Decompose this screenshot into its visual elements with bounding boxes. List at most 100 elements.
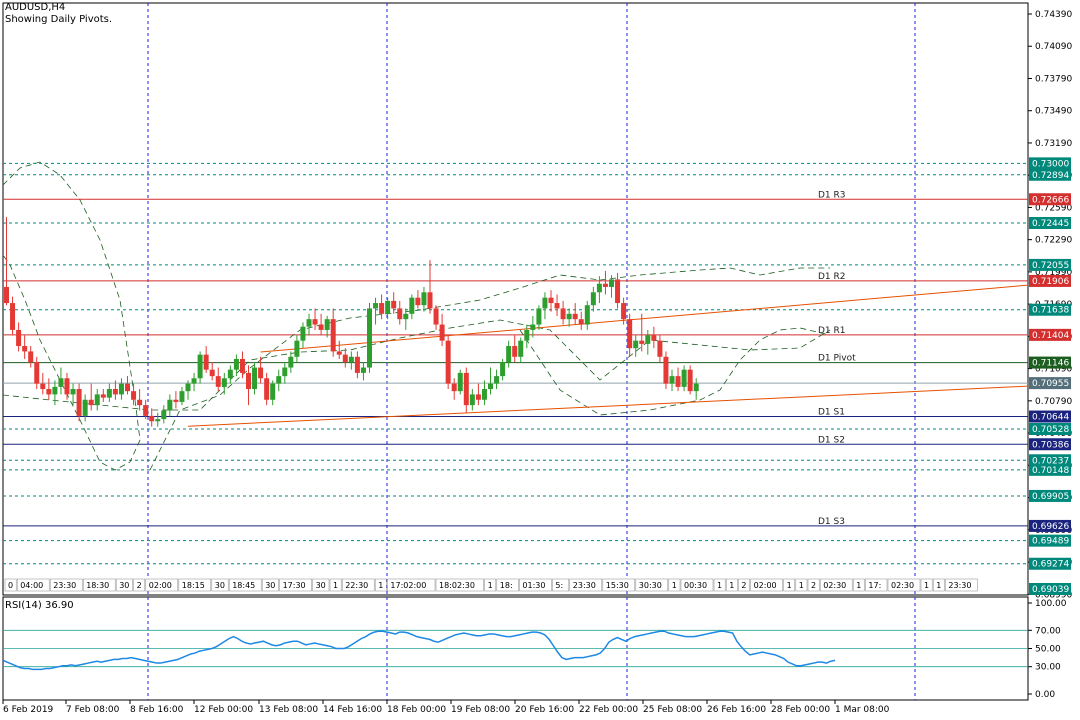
candle-body <box>342 354 348 363</box>
session-time-chip <box>819 578 853 592</box>
candle-body <box>651 335 657 341</box>
session-time-text: 18:45 <box>232 581 255 590</box>
bollinger-upper-band <box>2 161 141 471</box>
candle-body <box>106 389 112 398</box>
candle-body <box>469 394 475 406</box>
session-time-chip <box>680 578 714 592</box>
price-label-box <box>1029 168 1071 181</box>
time-axis-label: 12 Feb 00:00 <box>194 705 253 715</box>
candle-body <box>28 351 34 363</box>
candle-body <box>348 356 354 363</box>
session-time-text: 30 <box>265 581 275 590</box>
candle-body <box>548 297 554 304</box>
bollinger-middle-band <box>2 319 831 411</box>
price-label-box <box>1029 534 1071 547</box>
time-axis-label: 19 Feb 08:00 <box>451 705 510 715</box>
rsi-line <box>2 630 836 671</box>
session-time-text: 1 <box>672 581 677 590</box>
candle-body <box>500 362 506 377</box>
candle-body <box>336 351 342 355</box>
session-time-chip <box>329 578 342 592</box>
candle-body <box>657 340 663 357</box>
rsi-axis-label: 0.00 <box>1035 690 1055 700</box>
session-time-text: 2 <box>811 581 816 590</box>
candle-body <box>52 386 58 395</box>
session-time-chip <box>228 578 262 592</box>
price-axis-label: 0.74390 <box>1035 10 1072 20</box>
candle-body <box>578 319 584 325</box>
session-time-chip <box>668 578 681 592</box>
session-time-chip <box>783 578 796 592</box>
candle-body <box>518 340 524 357</box>
candle-body <box>596 283 602 293</box>
candle-body <box>143 405 149 416</box>
price-axis-label: 0.72290 <box>1035 236 1072 246</box>
candle-body <box>22 346 28 352</box>
price-label-text: 0.70148 <box>1032 466 1069 476</box>
candle-body <box>125 383 130 392</box>
session-time-chip <box>635 578 669 592</box>
price-label-text: 0.69274 <box>1032 560 1069 570</box>
candle-body <box>270 383 276 400</box>
session-time-text: 1 <box>799 581 804 590</box>
price-axis-label: 0.71990 <box>1035 268 1072 278</box>
session-time-chip <box>387 578 436 592</box>
candle-body <box>82 399 88 416</box>
session-time-text: 15:30 <box>606 581 629 590</box>
candle-body <box>258 367 264 379</box>
candle-body <box>360 367 366 373</box>
price-label-box <box>1029 583 1071 595</box>
price-label-text: 0.71146 <box>1032 359 1069 369</box>
candle-body <box>40 383 46 390</box>
session-time-text: 1 <box>936 581 941 590</box>
session-time-text: 1 <box>333 581 338 590</box>
candle-body <box>239 358 245 373</box>
candle-body <box>421 292 427 306</box>
price-label-box <box>1029 217 1071 230</box>
chart-subtitle-label: Showing Daily Pivots. <box>5 14 113 25</box>
price-label-text: 0.72666 <box>1032 195 1069 205</box>
session-time-text: 2 <box>741 581 746 590</box>
candle-body <box>439 324 445 341</box>
time-axis-label: 6 Feb 2019 <box>3 705 54 715</box>
price-label-text: 0.69626 <box>1032 522 1069 532</box>
price-label-box <box>1029 303 1071 316</box>
pivot-label: D1 S2 <box>818 435 845 445</box>
candle-body <box>300 326 306 341</box>
candle-body <box>312 319 318 325</box>
price-label-text: 0.70386 <box>1032 440 1069 450</box>
candle-body <box>161 410 167 420</box>
candle-body <box>572 313 578 320</box>
candle-body <box>693 383 699 392</box>
price-label-text: 0.70237 <box>1032 456 1069 466</box>
price-label-text: 0.70644 <box>1032 413 1069 423</box>
candle-body <box>451 383 457 392</box>
session-time-text: 1 <box>717 581 722 590</box>
price-label-box <box>1029 377 1071 390</box>
session-time-chip <box>602 578 636 592</box>
candle-body <box>197 354 203 379</box>
time-axis-label: 1 Mar 08:00 <box>835 705 890 715</box>
price-label-box <box>1029 557 1071 570</box>
rsi-axis-label: 70.00 <box>1035 626 1061 636</box>
candle-body <box>252 367 258 390</box>
session-time-text: 18:30 <box>86 581 109 590</box>
time-axis-label: 18 Feb 00:00 <box>387 705 446 715</box>
price-label-box <box>1029 328 1071 341</box>
candle-body <box>137 399 143 406</box>
candle-body <box>88 399 94 406</box>
session-time-text: 17: <box>868 581 881 590</box>
candle-body <box>76 389 82 416</box>
session-time-text: 1 <box>787 581 792 590</box>
candle-body <box>481 389 487 400</box>
session-time-chip <box>4 578 17 592</box>
session-time-chip <box>807 578 820 592</box>
candle-body <box>391 300 397 309</box>
session-time-chip <box>865 578 888 592</box>
session-time-text: 23:30 <box>53 581 76 590</box>
price-label-text: 0.71638 <box>1032 306 1069 316</box>
candle-body <box>324 319 330 330</box>
session-time-chip <box>374 578 387 592</box>
price-label-text: 0.70528 <box>1032 425 1069 435</box>
